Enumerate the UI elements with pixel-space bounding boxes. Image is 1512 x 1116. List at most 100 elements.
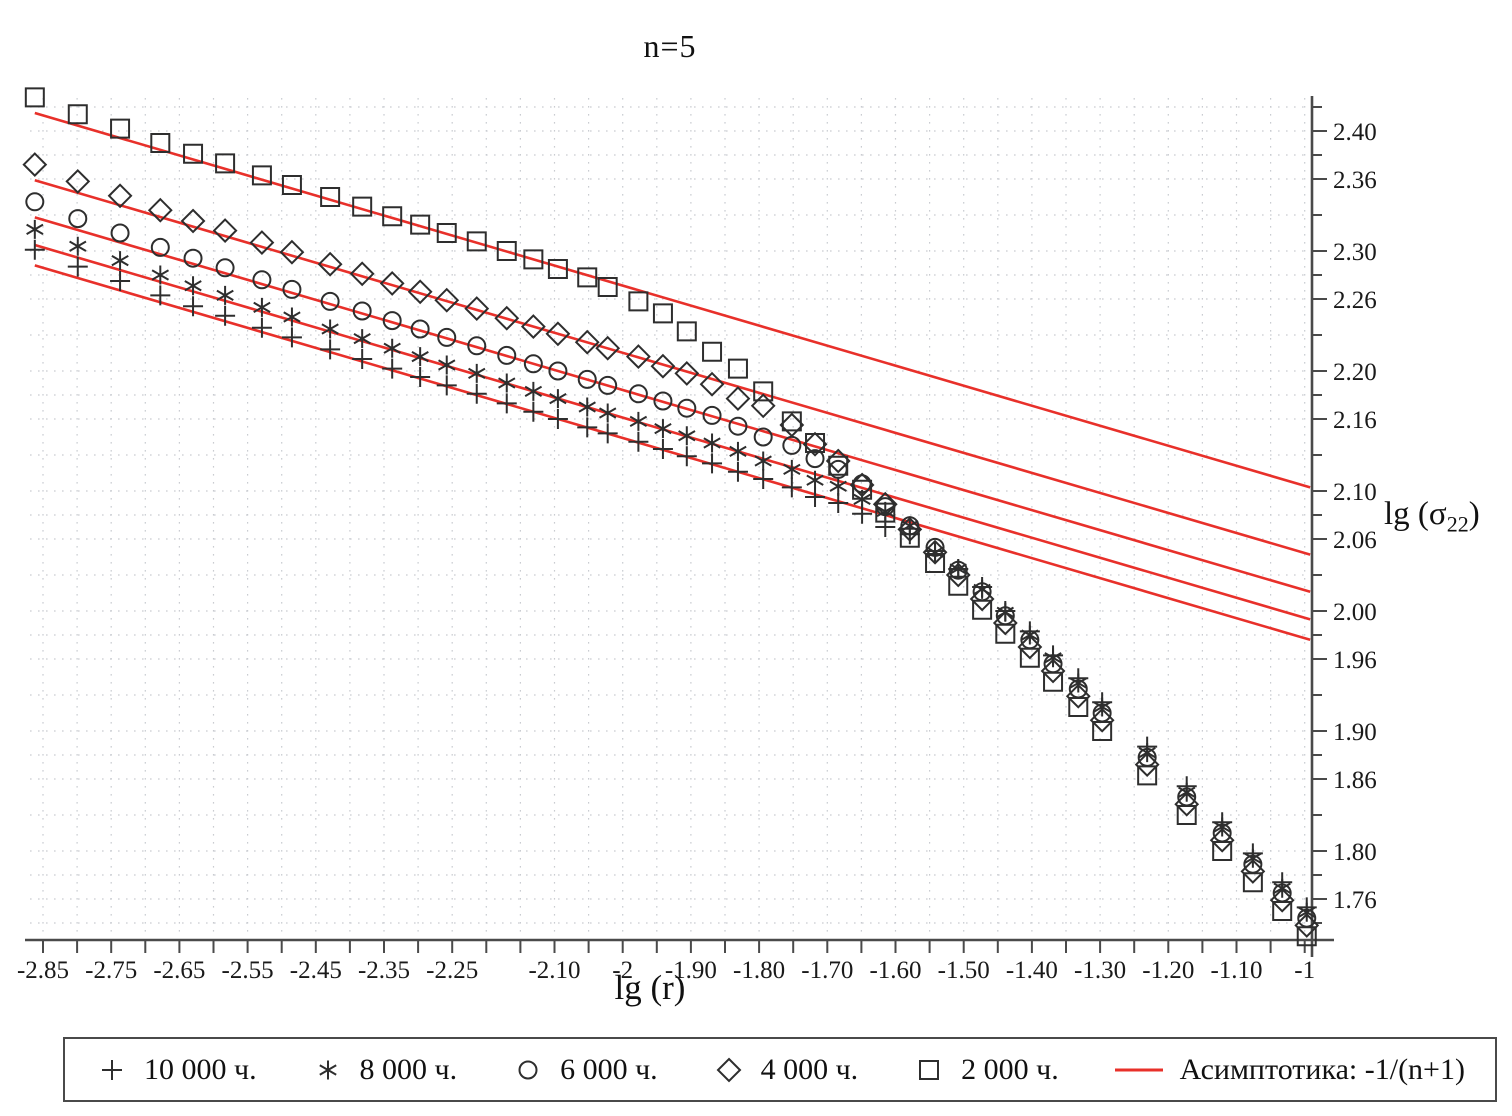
legend-item-star6: 8 000 ч. (311, 1052, 458, 1087)
y-tick-label: 1.80 (1333, 839, 1377, 866)
plus-marker (727, 461, 748, 482)
legend-item-circle: 6 000 ч. (511, 1053, 658, 1087)
star6-marker (111, 251, 129, 271)
square-marker (67, 104, 88, 125)
star6-marker (754, 451, 772, 471)
star6-marker (654, 419, 672, 439)
y-tick-label: 2.26 (1333, 287, 1377, 314)
plus-marker (753, 469, 774, 489)
diamond-marker (107, 183, 133, 209)
star6-marker (876, 501, 894, 521)
x-axis-title: lg (r) (614, 968, 686, 1007)
square-marker (899, 527, 920, 548)
square-marker (875, 502, 896, 523)
square-marker (702, 341, 723, 362)
star6-marker (216, 285, 234, 305)
diamond-marker (1134, 752, 1160, 778)
y-tick-label: 2.06 (1333, 527, 1377, 554)
y-axis-title-text: lg (σ (1384, 496, 1447, 532)
diamond-marker (545, 321, 571, 347)
plus-marker (251, 317, 272, 338)
diamond-marker (1240, 858, 1266, 884)
y-tick-label: 2.16 (1333, 407, 1377, 434)
diamond-marker (520, 314, 546, 340)
circle-marker (352, 301, 372, 321)
square-marker (805, 433, 826, 453)
plus-marker (67, 256, 88, 277)
plus-marker (597, 423, 618, 444)
circle-marker (548, 361, 568, 381)
x-tick-label: -1.80 (733, 957, 785, 984)
diamond-marker (750, 393, 776, 419)
diamond-marker (699, 371, 725, 397)
square-marker (628, 291, 649, 312)
x-tick-label: -1.30 (1074, 957, 1126, 984)
series-2000ч. (24, 87, 1317, 947)
plus-marker (102, 1059, 122, 1080)
circle-marker (518, 1060, 538, 1079)
plus-marker (547, 409, 568, 429)
circle-marker (252, 270, 272, 290)
x-tick-label: -1.10 (1210, 957, 1262, 984)
circle-marker (467, 336, 487, 356)
y-tick-label: 2.36 (1333, 167, 1377, 194)
plus-marker (628, 431, 649, 452)
x-tick-label: -2.55 (222, 957, 274, 984)
legend-label: 4 000 ч. (760, 1052, 859, 1086)
legend-item-diamond: 4 000 ч. (712, 1052, 859, 1087)
diamond-marker (872, 491, 898, 517)
diamond-marker (945, 562, 971, 588)
legend-item-plus: 10 000 ч. (95, 1053, 257, 1087)
square-marker (215, 153, 236, 174)
chart-title: n=5 (643, 28, 697, 64)
star6-marker (729, 441, 747, 461)
legend-label: 2 000 ч. (961, 1052, 1059, 1086)
y-tick-label: 2.20 (1333, 359, 1377, 386)
diamond-marker (1269, 887, 1295, 913)
diamond-marker (779, 412, 805, 438)
circle-marker (577, 369, 597, 389)
square-marker (753, 381, 774, 402)
plus-marker (577, 417, 598, 438)
diamond-marker (464, 296, 490, 322)
legend: 10 000 ч. 8 000 ч. 6 000 ч. 4 000 ч. 2 000 ч… (63, 1037, 1497, 1102)
diamond-marker (674, 360, 700, 386)
diamond-marker (922, 539, 948, 565)
x-tick-label: -2 (612, 957, 633, 984)
star6-marker (468, 363, 486, 383)
star6-marker (678, 426, 696, 446)
plus-marker (805, 487, 826, 507)
x-tick-label: -2.65 (153, 957, 205, 984)
y-axis-title-subscript: 22 (1446, 511, 1469, 537)
diamond-marker (65, 168, 91, 194)
circle-marker (382, 311, 402, 331)
square-marker (1296, 926, 1317, 947)
circle-marker (753, 427, 773, 447)
plus-marker (410, 367, 431, 387)
diamond-marker (969, 586, 995, 612)
plus-marker (652, 439, 673, 459)
y-tick-label: 1.76 (1333, 887, 1377, 914)
plus-marker (828, 493, 849, 513)
star6-marker (926, 542, 944, 562)
square-marker (781, 411, 802, 432)
y-tick-label: 1.86 (1333, 767, 1377, 794)
legend-star6-icon (318, 1060, 337, 1079)
square-marker (547, 259, 568, 279)
legend-label: 8 000 ч. (359, 1052, 458, 1086)
legend-item-red-line: Асимптотика: -1/(n+1) (1113, 1053, 1465, 1087)
star6-marker (321, 319, 339, 339)
diamond-marker (802, 431, 828, 457)
square-marker (24, 87, 45, 108)
plus-marker (523, 401, 544, 422)
square-marker (183, 143, 204, 164)
diamond-marker (180, 208, 206, 234)
star6-marker (1093, 697, 1111, 717)
square-marker (382, 206, 403, 227)
asymptote-lines (34, 111, 1311, 642)
y-tick-label: 2.10 (1333, 479, 1377, 506)
legend-label: Асимптотика: -1/(n+1) (1179, 1052, 1465, 1086)
star6-marker (318, 1060, 337, 1079)
circle-marker (702, 405, 722, 425)
square-marker (828, 455, 849, 476)
